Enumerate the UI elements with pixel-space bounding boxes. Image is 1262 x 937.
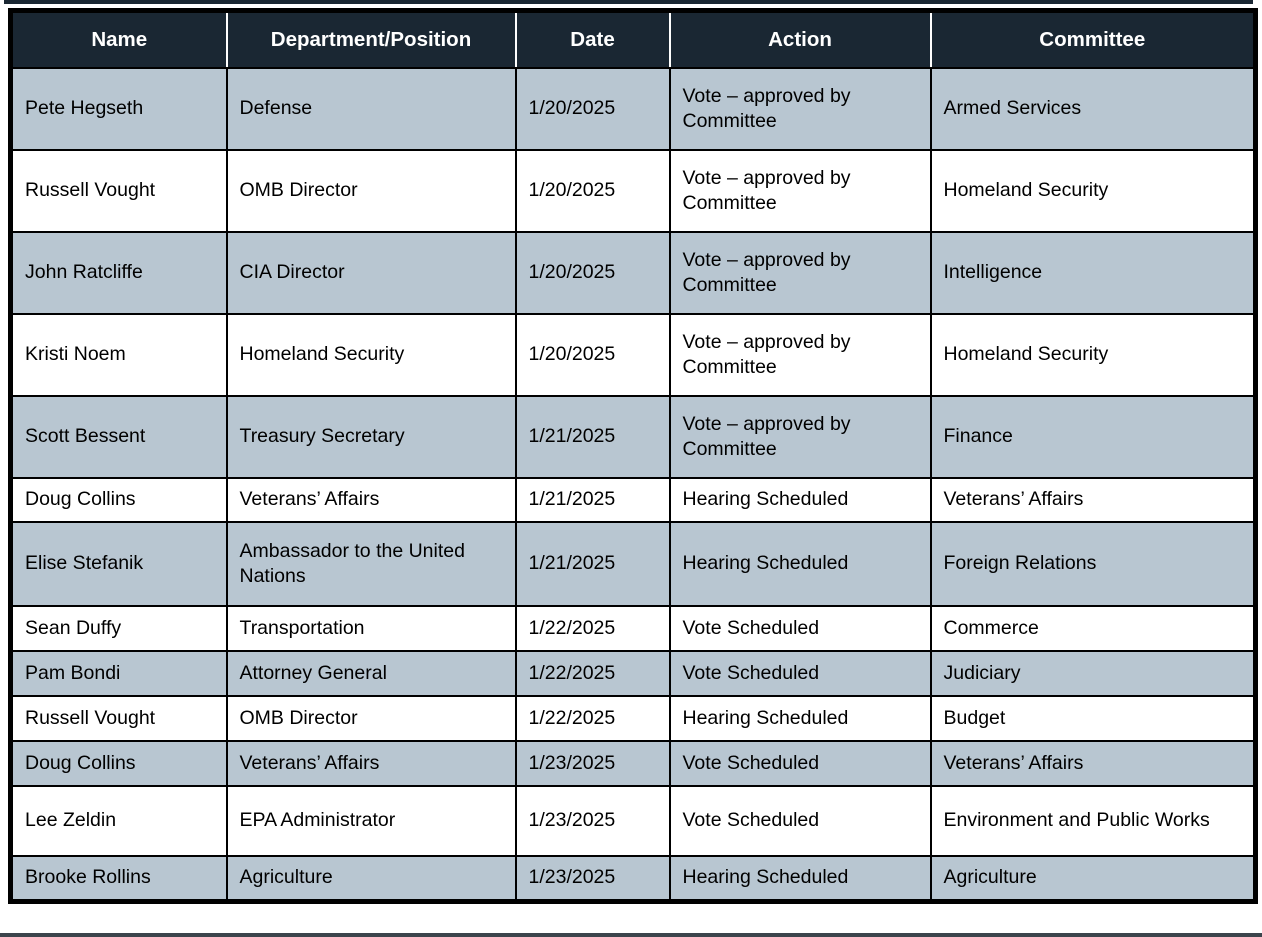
cell-committee: Environment and Public Works <box>929 784 1257 857</box>
cell-date: 1/22/2025 <box>514 649 671 697</box>
cell-name: Russell Vought <box>9 694 228 742</box>
cell-name: John Ratcliffe <box>9 230 228 315</box>
cell-date: 1/22/2025 <box>514 604 671 652</box>
column-header-department: Department/Position <box>225 8 517 69</box>
cell-committee: Homeland Security <box>929 148 1257 233</box>
cell-date: 1/23/2025 <box>514 739 671 787</box>
cell-date: 1/21/2025 <box>514 394 671 479</box>
cell-department: OMB Director <box>225 694 517 742</box>
cell-department: Treasury Secretary <box>225 394 517 479</box>
cell-date: 1/22/2025 <box>514 694 671 742</box>
top-crop-artifact <box>4 0 1253 4</box>
bottom-crop-artifact <box>0 933 1262 937</box>
cell-action: Hearing Scheduled <box>668 854 932 903</box>
cell-date: 1/20/2025 <box>514 230 671 315</box>
cell-action: Vote – approved by Committee <box>668 394 932 479</box>
cell-department: Agriculture <box>225 854 517 903</box>
cell-department: Homeland Security <box>225 312 517 397</box>
column-header-name: Name <box>9 8 228 69</box>
cell-action: Vote Scheduled <box>668 604 932 652</box>
table-row: Russell Vought OMB Director 1/22/2025 Heari… <box>9 694 1257 742</box>
cell-committee: Agriculture <box>929 854 1257 903</box>
cell-committee: Veterans’ Affairs <box>929 476 1257 523</box>
cell-action: Hearing Scheduled <box>668 520 932 607</box>
cell-date: 1/21/2025 <box>514 476 671 523</box>
cell-name: Kristi Noem <box>9 312 228 397</box>
cell-name: Lee Zeldin <box>9 784 228 857</box>
table-row: Kristi Noem Homeland Security 1/20/2025 Vot… <box>9 312 1257 397</box>
cell-action: Vote – approved by Committee <box>668 230 932 315</box>
cell-department: Ambassador to the United Nations <box>225 520 517 607</box>
cell-action: Vote Scheduled <box>668 784 932 857</box>
cell-date: 1/20/2025 <box>514 312 671 397</box>
cell-committee: Veterans’ Affairs <box>929 739 1257 787</box>
cell-department: EPA Administrator <box>225 784 517 857</box>
cell-name: Scott Bessent <box>9 394 228 479</box>
cell-name: Brooke Rollins <box>9 854 228 903</box>
cell-name: Elise Stefanik <box>9 520 228 607</box>
cell-department: Veterans’ Affairs <box>225 476 517 523</box>
cell-committee: Finance <box>929 394 1257 479</box>
cell-action: Vote – approved by Committee <box>668 312 932 397</box>
cell-committee: Commerce <box>929 604 1257 652</box>
cell-name: Sean Duffy <box>9 604 228 652</box>
column-header-date: Date <box>514 8 671 69</box>
cell-date: 1/21/2025 <box>514 520 671 607</box>
table-row: Russell Vought OMB Director 1/20/2025 Vote … <box>9 148 1257 233</box>
cell-date: 1/20/2025 <box>514 66 671 151</box>
cell-name: Pete Hegseth <box>9 66 228 151</box>
cell-department: Attorney General <box>225 649 517 697</box>
cell-action: Vote Scheduled <box>668 739 932 787</box>
cell-name: Russell Vought <box>9 148 228 233</box>
cell-committee: Judiciary <box>929 649 1257 697</box>
table-header: Name Department/Position Date Action Committ… <box>9 8 1257 69</box>
cell-name: Pam Bondi <box>9 649 228 697</box>
column-header-committee: Committee <box>929 8 1257 69</box>
table-row: Brooke Rollins Agriculture 1/23/2025 Hearin… <box>9 854 1257 903</box>
cell-date: 1/23/2025 <box>514 784 671 857</box>
nominations-table: Name Department/Position Date Action Committ… <box>8 8 1258 904</box>
cell-action: Vote – approved by Committee <box>668 66 932 151</box>
cell-committee: Intelligence <box>929 230 1257 315</box>
cell-committee: Budget <box>929 694 1257 742</box>
cell-committee: Foreign Relations <box>929 520 1257 607</box>
cell-action: Hearing Scheduled <box>668 476 932 523</box>
table-row: Lee Zeldin EPA Administrator 1/23/2025 Vote… <box>9 784 1257 857</box>
cell-department: OMB Director <box>225 148 517 233</box>
cell-date: 1/20/2025 <box>514 148 671 233</box>
cell-action: Vote Scheduled <box>668 649 932 697</box>
table-body: Pete Hegseth Defense 1/20/2025 Vote – appro… <box>9 66 1257 903</box>
table-row: Sean Duffy Transportation 1/22/2025 Vote Sc… <box>9 604 1257 652</box>
cell-department: Transportation <box>225 604 517 652</box>
table-row: Pete Hegseth Defense 1/20/2025 Vote – appro… <box>9 66 1257 151</box>
table-row: Scott Bessent Treasury Secretary 1/21/2025… <box>9 394 1257 479</box>
table-row: Elise Stefanik Ambassador to the United N… <box>9 520 1257 607</box>
table-row: Pam Bondi Attorney General 1/22/2025 Vote S… <box>9 649 1257 697</box>
column-header-action: Action <box>668 8 932 69</box>
cell-name: Doug Collins <box>9 476 228 523</box>
cell-department: CIA Director <box>225 230 517 315</box>
cell-committee: Homeland Security <box>929 312 1257 397</box>
table-row: John Ratcliffe CIA Director 1/20/2025 Vote … <box>9 230 1257 315</box>
table-row: Doug Collins Veterans’ Affairs 1/21/2025 He… <box>9 476 1257 523</box>
table-row: Doug Collins Veterans’ Affairs 1/23/2025 Vo… <box>9 739 1257 787</box>
cell-department: Veterans’ Affairs <box>225 739 517 787</box>
cell-committee: Armed Services <box>929 66 1257 151</box>
cell-date: 1/23/2025 <box>514 854 671 903</box>
cell-department: Defense <box>225 66 517 151</box>
table-header-row: Name Department/Position Date Action Committ… <box>9 8 1257 69</box>
cell-name: Doug Collins <box>9 739 228 787</box>
cell-action: Hearing Scheduled <box>668 694 932 742</box>
cell-action: Vote – approved by Committee <box>668 148 932 233</box>
